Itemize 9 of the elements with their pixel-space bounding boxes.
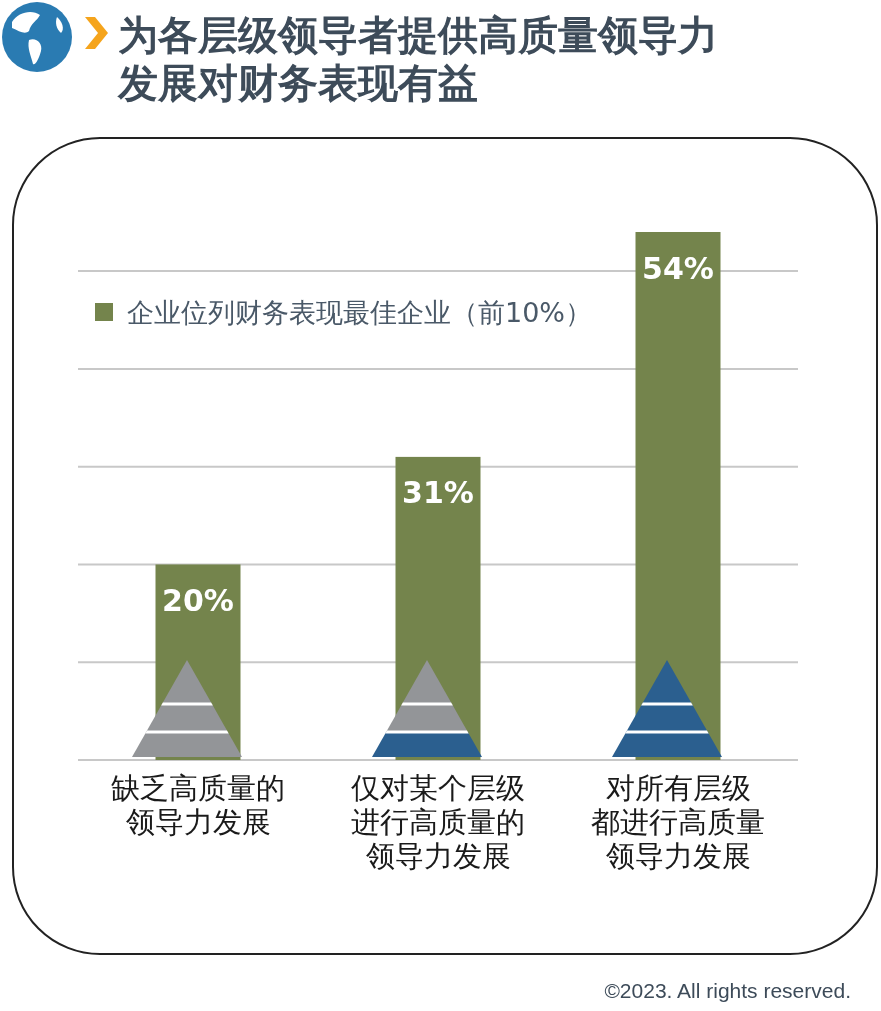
- text: ©2023. All rights reserved.: [604, 978, 851, 1004]
- x-tick-label: 缺乏高质量的领导力发展: [111, 771, 285, 840]
- x-tick-label: 仅对某个层级进行高质量的领导力发展: [351, 771, 525, 874]
- x-tick-label: 对所有层级都进行高质量领导力发展: [591, 771, 765, 874]
- data-label: 54%: [642, 250, 714, 286]
- data-label: 20%: [162, 582, 234, 618]
- chart-title: 为各层级领导者提供高质量领导力发展对财务表现有益: [118, 11, 718, 107]
- data-label: 31%: [402, 475, 474, 511]
- legend-label: 企业位列财务表现最佳企业（前10%）: [127, 296, 593, 328]
